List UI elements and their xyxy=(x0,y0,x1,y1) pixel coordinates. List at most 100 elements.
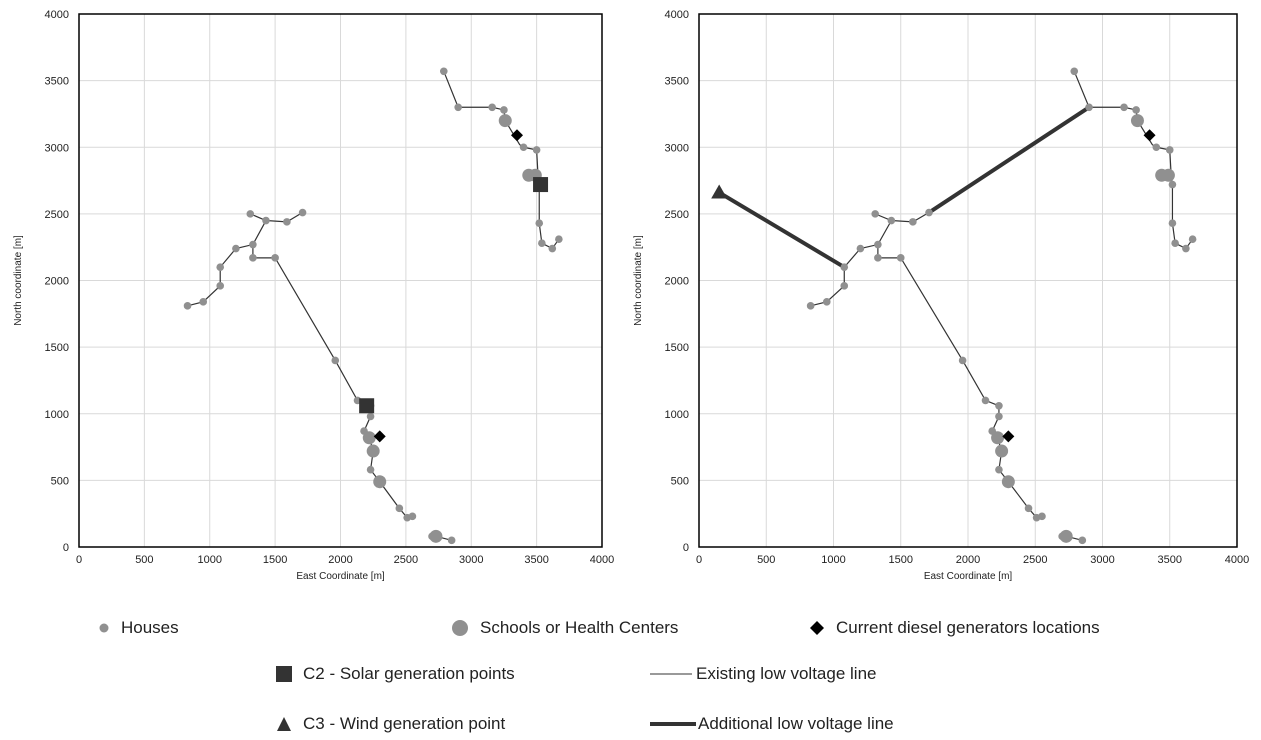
y-tick-label: 3500 xyxy=(665,76,689,88)
x-tick-label: 1500 xyxy=(263,554,287,566)
house-point xyxy=(887,216,896,225)
school-point xyxy=(373,475,387,489)
y-tick-label: 3000 xyxy=(45,142,69,154)
additional-line xyxy=(717,190,847,270)
school-point xyxy=(1001,475,1015,489)
y-axis-title: North coordinate [m] xyxy=(13,235,24,326)
y-tick-label: 2500 xyxy=(665,209,689,221)
school-point xyxy=(498,114,512,128)
school-point xyxy=(991,431,1005,445)
existing-line xyxy=(252,244,413,519)
x-tick-label: 3000 xyxy=(1090,554,1114,566)
y-tick-label: 4000 xyxy=(665,9,689,21)
school-point xyxy=(366,444,380,458)
legend-item-schools: Schools or Health Centers xyxy=(450,618,678,638)
legend-label-wind: C3 - Wind generation point xyxy=(303,714,506,733)
y-tick-label: 1000 xyxy=(665,409,689,421)
school-point xyxy=(1161,168,1175,182)
house-point xyxy=(447,536,456,545)
legend-label-solar: C2 - Solar generation points xyxy=(303,664,515,683)
y-axis-title: North coordinate [m] xyxy=(633,235,644,326)
wind-point xyxy=(711,184,728,199)
chart-panel-2: 0 500 1000 1500 2000 2500 3000 3500 4000 0 500 1000… xyxy=(633,9,1249,582)
x-tick-label: 3500 xyxy=(1158,554,1182,566)
x-tick-label: 4000 xyxy=(590,554,614,566)
house-point xyxy=(262,216,270,225)
house-point xyxy=(1024,504,1033,513)
x-tick-label: 1500 xyxy=(889,554,913,566)
house-point xyxy=(535,219,544,228)
house-point xyxy=(806,302,815,310)
house-point xyxy=(548,244,557,253)
y-tick-label: 2000 xyxy=(665,276,689,288)
x-tick-label: 2500 xyxy=(1023,554,1047,566)
y-tick-label: 500 xyxy=(51,475,69,487)
solar-point xyxy=(533,177,549,193)
legend-item-existing-line: Existing low voltage line xyxy=(650,664,876,684)
chart-panel-1: 0 500 1000 1500 2000 2500 3000 3500 4000 0 500 1000… xyxy=(13,9,614,582)
house-point xyxy=(216,263,225,271)
school-point xyxy=(362,431,376,445)
y-tick-label: 0 xyxy=(63,542,69,554)
house-point xyxy=(925,208,933,217)
house-point xyxy=(199,298,208,306)
house-marker-icon xyxy=(99,623,109,633)
house-point xyxy=(1168,180,1177,189)
legend-label-diesel: Current diesel generators locations xyxy=(836,618,1100,637)
y-tick-label: 3500 xyxy=(45,76,69,88)
house-point xyxy=(981,396,990,405)
y-tick-label: 0 xyxy=(683,542,689,554)
y-tick-label: 1500 xyxy=(665,342,689,354)
x-tick-label: 1000 xyxy=(198,554,222,566)
legend: Houses Schools or Health Centers Current… xyxy=(0,600,1261,740)
legend-item-houses: Houses xyxy=(97,618,179,638)
house-point xyxy=(488,103,496,112)
house-point xyxy=(1078,536,1087,545)
house-point xyxy=(958,356,967,365)
diesel-point xyxy=(1002,430,1015,443)
house-point xyxy=(298,208,307,217)
house-point xyxy=(840,282,849,290)
house-point xyxy=(1120,103,1128,112)
x-tick-label: 4000 xyxy=(1225,554,1249,566)
house-point xyxy=(500,106,508,114)
house-point xyxy=(909,218,917,226)
existing-line xyxy=(877,244,1043,519)
house-point xyxy=(1188,235,1197,243)
house-point xyxy=(232,244,240,253)
house-point xyxy=(408,512,417,521)
house-point xyxy=(331,356,340,365)
x-axis-title: East Coordinate [m] xyxy=(296,571,385,582)
house-point xyxy=(246,210,255,218)
legend-label-houses: Houses xyxy=(121,618,179,637)
house-point xyxy=(366,465,375,474)
house-point xyxy=(454,103,462,112)
house-point xyxy=(183,302,192,310)
house-point xyxy=(538,239,546,247)
house-point xyxy=(995,412,1003,421)
house-point xyxy=(1182,244,1190,253)
legend-item-solar: C2 - Solar generation points xyxy=(275,664,515,684)
plot-frame xyxy=(78,13,603,548)
house-point xyxy=(1085,103,1093,112)
y-tick-label: 1000 xyxy=(45,409,69,421)
x-tick-label: 2000 xyxy=(956,554,980,566)
figure: 0 500 1000 1500 2000 2500 3000 3500 4000 0 500 1000… xyxy=(13,9,1249,582)
house-point xyxy=(822,298,831,306)
school-marker-icon xyxy=(452,620,468,636)
legend-item-diesel: Current diesel generators locations xyxy=(808,618,1100,638)
school-point xyxy=(1130,114,1144,128)
house-point xyxy=(896,254,905,262)
house-point xyxy=(995,401,1003,410)
solar-marker-icon xyxy=(276,666,292,682)
house-point xyxy=(366,412,375,421)
house-point xyxy=(995,465,1003,474)
house-point xyxy=(283,218,291,226)
x-tick-label: 3500 xyxy=(524,554,548,566)
house-point xyxy=(216,282,225,290)
school-point xyxy=(1059,529,1073,543)
house-point xyxy=(532,146,541,154)
house-point xyxy=(555,235,563,243)
x-tick-label: 2500 xyxy=(394,554,418,566)
y-tick-label: 2000 xyxy=(45,276,69,288)
